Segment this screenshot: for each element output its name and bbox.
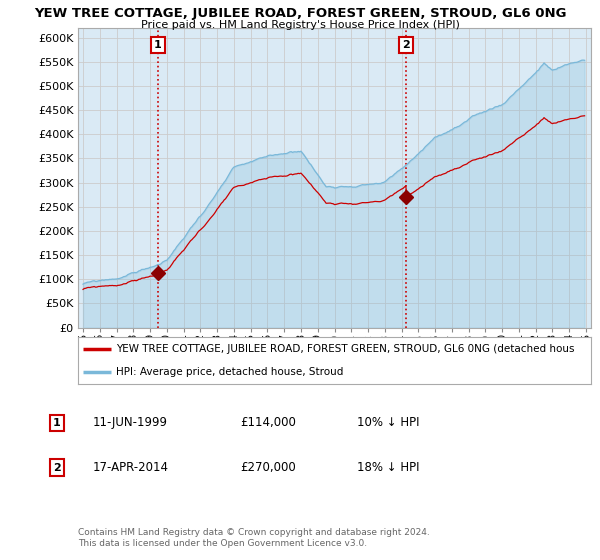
Text: 1: 1 bbox=[53, 418, 61, 428]
Text: Contains HM Land Registry data © Crown copyright and database right 2024.
This d: Contains HM Land Registry data © Crown c… bbox=[78, 528, 430, 548]
Text: YEW TREE COTTAGE, JUBILEE ROAD, FOREST GREEN, STROUD, GL6 0NG: YEW TREE COTTAGE, JUBILEE ROAD, FOREST G… bbox=[34, 7, 566, 20]
Text: 11-JUN-1999: 11-JUN-1999 bbox=[93, 416, 168, 430]
Text: £270,000: £270,000 bbox=[240, 461, 296, 474]
Text: £114,000: £114,000 bbox=[240, 416, 296, 430]
Text: 1: 1 bbox=[154, 40, 161, 50]
Text: 2: 2 bbox=[403, 40, 410, 50]
Text: YEW TREE COTTAGE, JUBILEE ROAD, FOREST GREEN, STROUD, GL6 0NG (detached hous: YEW TREE COTTAGE, JUBILEE ROAD, FOREST G… bbox=[116, 344, 575, 354]
Text: 10% ↓ HPI: 10% ↓ HPI bbox=[357, 416, 419, 430]
Text: HPI: Average price, detached house, Stroud: HPI: Average price, detached house, Stro… bbox=[116, 367, 344, 377]
Text: 18% ↓ HPI: 18% ↓ HPI bbox=[357, 461, 419, 474]
Text: 17-APR-2014: 17-APR-2014 bbox=[93, 461, 169, 474]
Text: 2: 2 bbox=[53, 463, 61, 473]
Text: Price paid vs. HM Land Registry's House Price Index (HPI): Price paid vs. HM Land Registry's House … bbox=[140, 20, 460, 30]
